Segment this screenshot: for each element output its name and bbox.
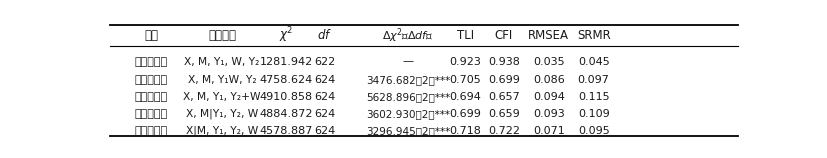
Text: $\it{\chi}$$^2$: $\it{\chi}$$^2$ [279, 26, 293, 45]
Text: RMSEA: RMSEA [528, 29, 569, 42]
Text: 4758.624: 4758.624 [260, 75, 313, 85]
Text: 624: 624 [314, 126, 335, 136]
Text: X|M, Y₁, Y₂, W: X|M, Y₁, Y₂, W [186, 126, 258, 136]
Text: 0.659: 0.659 [488, 109, 520, 119]
Text: 0.938: 0.938 [488, 57, 520, 67]
Text: 四因子模型: 四因子模型 [135, 75, 168, 85]
Text: 四因子模型: 四因子模型 [135, 92, 168, 102]
Text: 0.694: 0.694 [450, 92, 481, 102]
Text: 0.035: 0.035 [533, 57, 565, 67]
Text: 0.705: 0.705 [450, 75, 481, 85]
Text: 3602.930（2）***: 3602.930（2）*** [366, 109, 450, 119]
Text: 624: 624 [314, 92, 335, 102]
Text: 4578.887: 4578.887 [260, 126, 313, 136]
Text: TLI: TLI [457, 29, 474, 42]
Text: 622: 622 [314, 57, 335, 67]
Text: 因子组合: 因子组合 [208, 29, 236, 42]
Text: 624: 624 [314, 75, 335, 85]
Text: X, M, Y₁W, Y₂: X, M, Y₁W, Y₂ [188, 75, 256, 85]
Text: 4910.858: 4910.858 [260, 92, 313, 102]
Text: 0.657: 0.657 [488, 92, 520, 102]
Text: X, M, Y₁, Y₂+W: X, M, Y₁, Y₂+W [184, 92, 261, 102]
Text: 模型: 模型 [145, 29, 159, 42]
Text: $\it{df}$: $\it{df}$ [317, 28, 332, 42]
Text: 4884.872: 4884.872 [260, 109, 313, 119]
Text: 四因子模型: 四因子模型 [135, 109, 168, 119]
Text: 0.071: 0.071 [533, 126, 565, 136]
Text: 0.722: 0.722 [488, 126, 520, 136]
Text: 0.094: 0.094 [533, 92, 565, 102]
Text: $\Delta\it{\chi}$$^2$（$\Delta\it{df}$）: $\Delta\it{\chi}$$^2$（$\Delta\it{df}$） [382, 26, 433, 45]
Text: —: — [402, 57, 414, 67]
Text: X, M, Y₁, W, Y₂: X, M, Y₁, W, Y₂ [184, 57, 260, 67]
Text: SRMR: SRMR [576, 29, 610, 42]
Text: 0.699: 0.699 [488, 75, 520, 85]
Text: 0.109: 0.109 [578, 109, 609, 119]
Text: CFI: CFI [495, 29, 513, 42]
Text: 四因子模型: 四因子模型 [135, 126, 168, 136]
Text: X, M|Y₁, Y₂, W: X, M|Y₁, Y₂, W [186, 109, 258, 119]
Text: 0.115: 0.115 [578, 92, 609, 102]
Text: 0.086: 0.086 [533, 75, 565, 85]
Text: 3476.682（2）***: 3476.682（2）*** [366, 75, 450, 85]
Text: 0.718: 0.718 [450, 126, 481, 136]
Text: 0.923: 0.923 [450, 57, 481, 67]
Text: 0.095: 0.095 [578, 126, 609, 136]
Text: 3296.945（2）***: 3296.945（2）*** [366, 126, 450, 136]
Text: 624: 624 [314, 109, 335, 119]
Text: 0.097: 0.097 [578, 75, 609, 85]
Text: 5628.896（2）***: 5628.896（2）*** [366, 92, 450, 102]
Text: 0.699: 0.699 [450, 109, 481, 119]
Text: 正估计模型: 正估计模型 [135, 57, 168, 67]
Text: 0.093: 0.093 [533, 109, 565, 119]
Text: 0.045: 0.045 [578, 57, 609, 67]
Text: 1281.942: 1281.942 [260, 57, 313, 67]
